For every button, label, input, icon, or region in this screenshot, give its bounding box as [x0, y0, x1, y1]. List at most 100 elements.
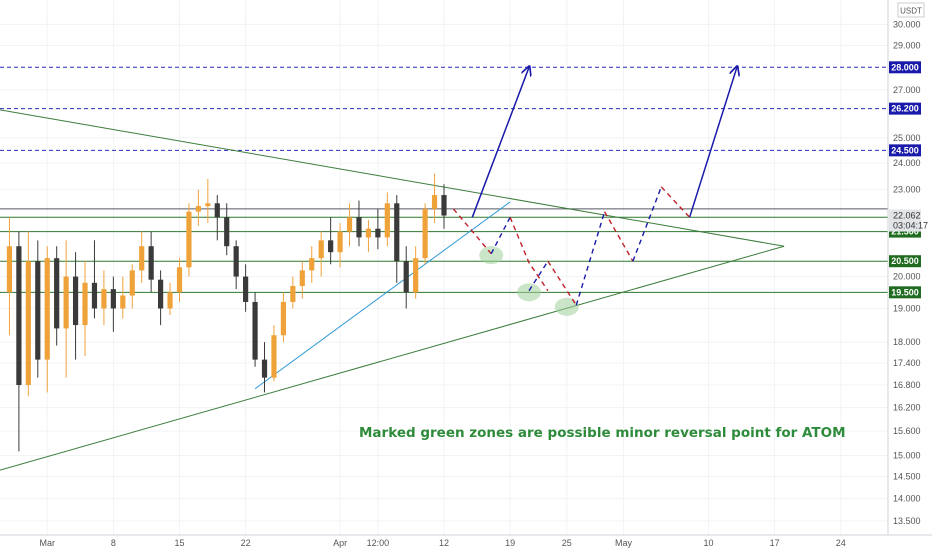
projection-arrow	[471, 67, 529, 218]
candle-down	[54, 258, 60, 329]
candle-up	[271, 335, 277, 378]
price-axis[interactable]: 30.000 29.000 27.000 25.000 24.000 23.000 20.0…	[893, 19, 921, 526]
candle-up	[384, 203, 390, 238]
x-tick-label: 24	[836, 538, 846, 548]
candle-up	[365, 228, 372, 238]
level-badge	[889, 144, 921, 157]
reversal-zone-marker	[517, 283, 542, 302]
candle-up	[413, 258, 419, 293]
y-tick-label: 17.400	[893, 358, 921, 368]
candle-down	[243, 276, 249, 302]
projection-paths	[452, 67, 737, 306]
y-tick-label: 27.000	[893, 85, 921, 95]
level-badge-label: 20.500	[891, 256, 919, 266]
level-badges: 28.00026.20024.50022.00021.50020.50019.5…	[889, 61, 928, 299]
level-badge	[889, 255, 921, 268]
candle-up	[346, 217, 353, 232]
x-tick-label: 17	[770, 538, 780, 548]
projection-path	[575, 211, 606, 306]
time-axis[interactable]: Mar 8 15 22 Apr 12:00 12 19 25 May 10 17 24	[39, 538, 845, 548]
y-tick-label: 30.000	[893, 19, 921, 29]
candle-down	[261, 359, 268, 378]
candle-down	[375, 228, 381, 238]
reversal-zone-marker	[479, 246, 504, 265]
level-badge-label: 21.500	[891, 227, 919, 237]
candle-down	[441, 195, 447, 216]
x-tick-label: 22	[241, 538, 251, 548]
x-tick-label: 12	[439, 538, 449, 548]
y-tick-label: 19.000	[893, 303, 921, 313]
candle-up	[44, 258, 50, 360]
candle-up	[299, 270, 305, 286]
projection-path	[632, 186, 662, 262]
candle-up	[431, 195, 438, 209]
trendline-rising-support	[254, 201, 511, 390]
candle-down	[328, 240, 334, 253]
candle-down	[91, 282, 98, 309]
candle-down	[233, 246, 239, 277]
x-tick-label: May	[615, 538, 633, 548]
plot-area[interactable]	[0, 67, 888, 471]
countdown-label: 03:04:17	[893, 221, 928, 231]
trendlines	[0, 109, 785, 471]
candle-up	[129, 270, 135, 296]
candle-down	[35, 261, 41, 360]
candle-up	[167, 292, 173, 309]
y-tick-label: 14.000	[893, 493, 921, 503]
projection-arrow	[688, 67, 737, 218]
candle-up	[195, 206, 201, 212]
candle-up	[205, 203, 211, 207]
level-badge	[889, 61, 921, 74]
x-tick-label: Apr	[333, 538, 347, 548]
candle-down	[356, 217, 362, 238]
candle-up	[337, 231, 343, 253]
candle-down	[157, 279, 164, 309]
candle-down	[110, 289, 116, 309]
candle-up	[318, 240, 324, 259]
projection-path	[509, 217, 549, 292]
y-tick-label: 16.200	[893, 403, 921, 413]
level-badge-label: 26.200	[891, 104, 919, 114]
candle-up	[25, 261, 31, 386]
currency-label: USDT	[897, 2, 925, 18]
candle-down	[224, 217, 230, 247]
candle-down	[72, 276, 79, 326]
projection-path	[528, 260, 549, 292]
candle-down	[394, 203, 400, 262]
projection-path	[660, 186, 691, 218]
y-tick-label: 24.000	[893, 158, 921, 168]
x-tick-label: 8	[111, 538, 116, 548]
candle-up	[82, 282, 88, 326]
candle-up	[422, 208, 428, 259]
current-price-badge	[889, 209, 921, 232]
level-badge	[889, 286, 921, 299]
projection-path	[452, 208, 492, 255]
current-price-label: 22.062	[893, 211, 921, 221]
trendline-upper-triangle	[0, 109, 785, 247]
trendline-lower-triangle	[0, 245, 785, 471]
candle-up	[309, 258, 315, 271]
candle-up	[63, 276, 69, 329]
currency-text: USDT	[900, 7, 922, 16]
y-tick-label: 23.000	[893, 185, 921, 195]
candle-up	[120, 295, 126, 309]
candle-up	[176, 267, 183, 293]
x-tick-label: 10	[704, 538, 714, 548]
x-tick-label: Mar	[39, 538, 55, 548]
projection-path	[603, 211, 634, 262]
y-tick-label: 15.000	[893, 450, 921, 460]
level-badge-label: 28.000	[891, 62, 919, 72]
candle-down	[16, 246, 22, 386]
x-tick-label: 12:00	[367, 538, 390, 548]
level-badge-label: 19.500	[891, 287, 919, 297]
candle-up	[6, 246, 13, 293]
candle-down	[252, 301, 258, 360]
y-tick-label: 13.500	[893, 516, 921, 526]
candle-up	[280, 301, 287, 336]
y-tick-label: 15.600	[893, 426, 921, 436]
y-tick-label: 16.800	[893, 380, 921, 390]
candlesticks	[6, 173, 447, 452]
candle-down	[403, 261, 409, 293]
